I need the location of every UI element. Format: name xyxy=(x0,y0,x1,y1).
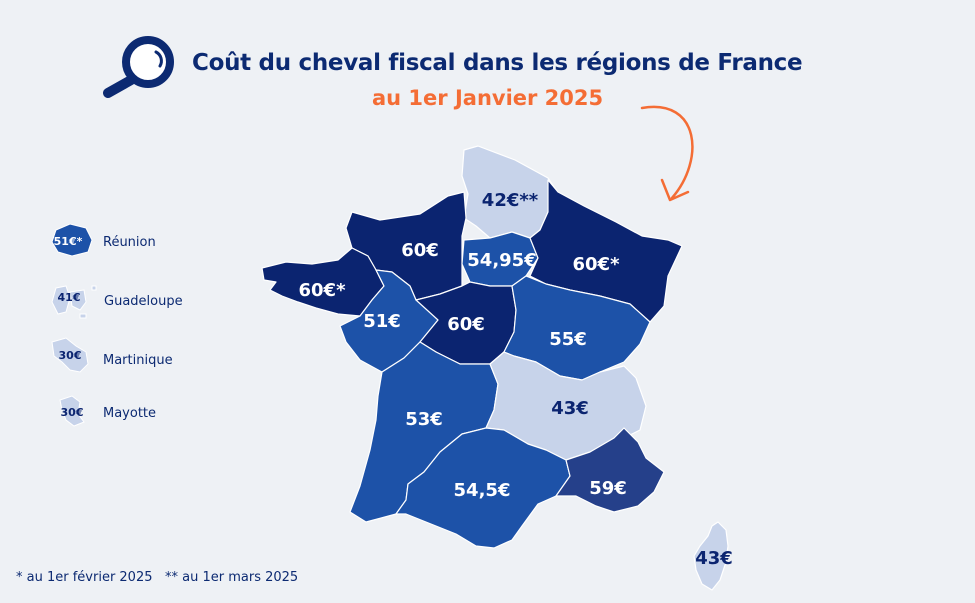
region-value-label: 54,5€ xyxy=(454,480,511,501)
island-value-label: 30€ xyxy=(59,349,82,362)
region-value-label: 54,95€ xyxy=(467,250,536,271)
island-value-label: 30€ xyxy=(61,406,84,419)
page-title: Coût du cheval fiscal dans les régions d… xyxy=(192,50,803,76)
island-value-label: 41€ xyxy=(58,291,81,304)
legend-label-reunion: Réunion xyxy=(103,235,156,250)
footnote-fevrier: * au 1er février 2025 xyxy=(16,570,153,585)
region-value-label: 43€ xyxy=(551,398,589,419)
island-reunion xyxy=(51,223,93,257)
page-subtitle: au 1er Janvier 2025 xyxy=(372,86,604,110)
region-value-label: 55€ xyxy=(549,329,587,350)
region-provence-alpes-cote-d-azur xyxy=(555,427,665,513)
region-value-label: 42€** xyxy=(482,190,539,211)
island-martinique xyxy=(51,337,89,373)
region-value-label: 60€ xyxy=(401,240,439,261)
region-value-label: 59€ xyxy=(589,478,627,499)
island-mayotte xyxy=(59,395,85,427)
legend-label-guadeloupe: Guadeloupe xyxy=(104,294,183,309)
region-value-label: 60€* xyxy=(299,280,347,301)
region-value-label: 60€ xyxy=(447,314,485,335)
region-corse xyxy=(693,521,729,591)
region-value-label: 43€ xyxy=(695,548,733,569)
legend-label-mayotte: Mayotte xyxy=(103,406,157,421)
footnote-mars: ** au 1er mars 2025 xyxy=(165,570,299,585)
region-value-label: 53€ xyxy=(405,409,443,430)
legend-label-martinique: Martinique xyxy=(103,353,173,368)
region-occitanie xyxy=(395,427,571,549)
magnifier-icon xyxy=(103,36,174,98)
region-value-label: 51€ xyxy=(363,311,401,332)
region-bourgogne-franche-comte xyxy=(503,275,651,381)
island-guadeloupe xyxy=(51,285,97,319)
island-value-label: 51€* xyxy=(54,235,83,248)
curved-arrow-icon xyxy=(640,105,694,202)
region-value-label: 60€* xyxy=(573,254,621,275)
